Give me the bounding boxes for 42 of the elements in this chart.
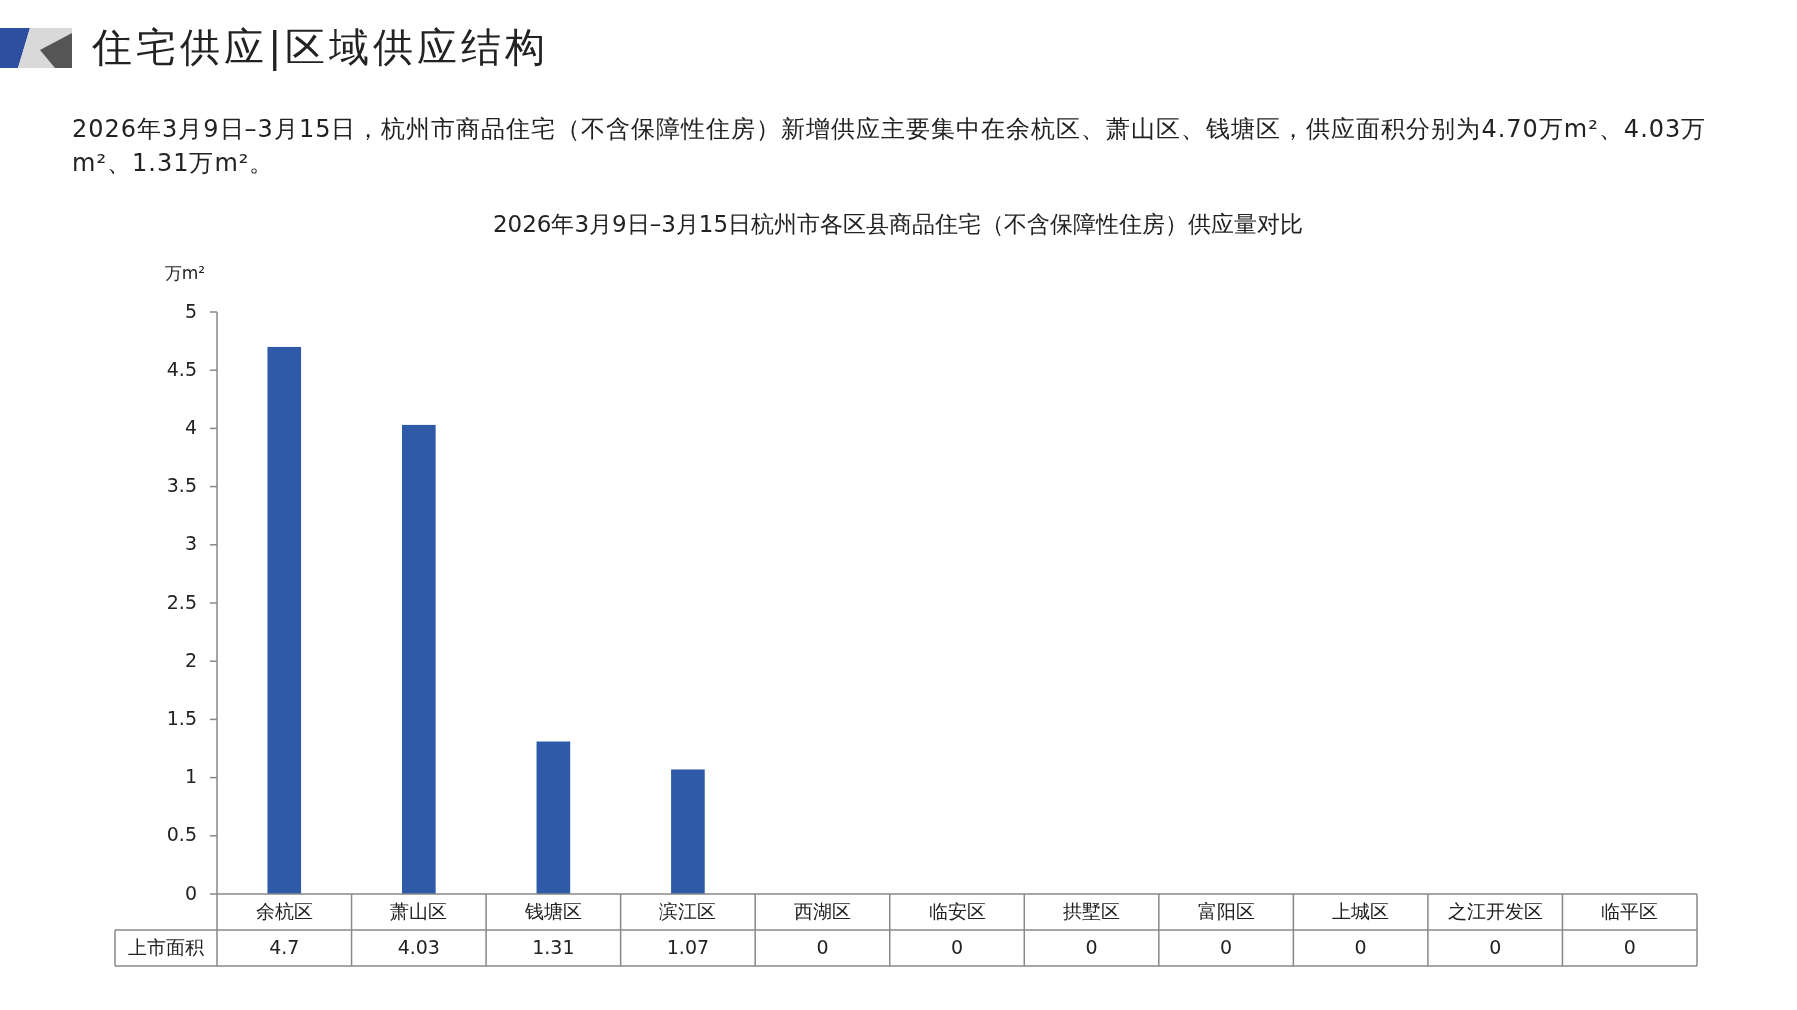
- x-tick-label: 临平区: [1601, 899, 1659, 922]
- x-tick-label: 钱塘区: [523, 899, 582, 922]
- x-tick-label: 临安区: [928, 899, 986, 922]
- bar: [536, 741, 571, 894]
- data-label: 0: [816, 935, 829, 958]
- x-tick-label: 之江开发区: [1447, 899, 1543, 922]
- data-label: 1.07: [666, 935, 710, 958]
- x-tick-label: 西湖区: [793, 899, 851, 922]
- y-tick-label: 5: [184, 299, 197, 322]
- y-tick-label: 0: [184, 881, 197, 904]
- x-tick-label: 余杭区: [255, 899, 313, 922]
- data-label: 4.03: [397, 935, 440, 958]
- x-tick-label: 拱墅区: [1063, 899, 1121, 922]
- y-tick-label: 1.5: [166, 706, 197, 729]
- y-tick-label: 3.5: [166, 474, 197, 497]
- data-label: 0: [1623, 935, 1636, 958]
- bar: [671, 769, 705, 894]
- data-label: 0: [1354, 935, 1367, 958]
- chart-title: 2026年3月9日–3月15日杭州市各区县商品住宅（不含保障性住房）供应量对比: [492, 210, 1304, 237]
- text: 2026年3月9日–3月15日，杭州市商品住宅（不含保障性住房）新增供应主要集中在余杭区、萧山区、钱塘区，供应面积分别为4.70万m²、4.03万m²、1.31万m²。: [72, 114, 1708, 179]
- y-tick-label: 2: [184, 648, 197, 671]
- y-tick-label: 0.5: [166, 823, 197, 846]
- data-label: 4.7: [269, 935, 300, 958]
- data-label: 0: [950, 935, 964, 958]
- data-label: 0: [1489, 935, 1502, 958]
- data-label: 1.31: [532, 935, 575, 958]
- y-tick-label: 4: [184, 415, 197, 438]
- x-tick-label: 滨江区: [659, 899, 717, 922]
- data-label: 0: [1220, 935, 1233, 958]
- y-tick-label: 4.5: [166, 357, 197, 380]
- data-label: 0: [1085, 935, 1098, 958]
- bar: [267, 346, 302, 894]
- x-tick-label: 萧山区: [390, 899, 448, 922]
- y-axis-title: 万m²: [164, 263, 206, 283]
- x-tick-label: 富阳区: [1197, 899, 1255, 922]
- x-tick-label: 上城区: [1332, 899, 1390, 922]
- y-tick-label: 1: [184, 765, 197, 788]
- bar: [402, 424, 436, 894]
- text: 住宅供应|区域供应结构: [92, 23, 550, 73]
- y-tick-label: 3: [184, 532, 197, 555]
- text: 上市面积: [128, 935, 204, 958]
- y-tick-label: 2.5: [166, 590, 197, 613]
